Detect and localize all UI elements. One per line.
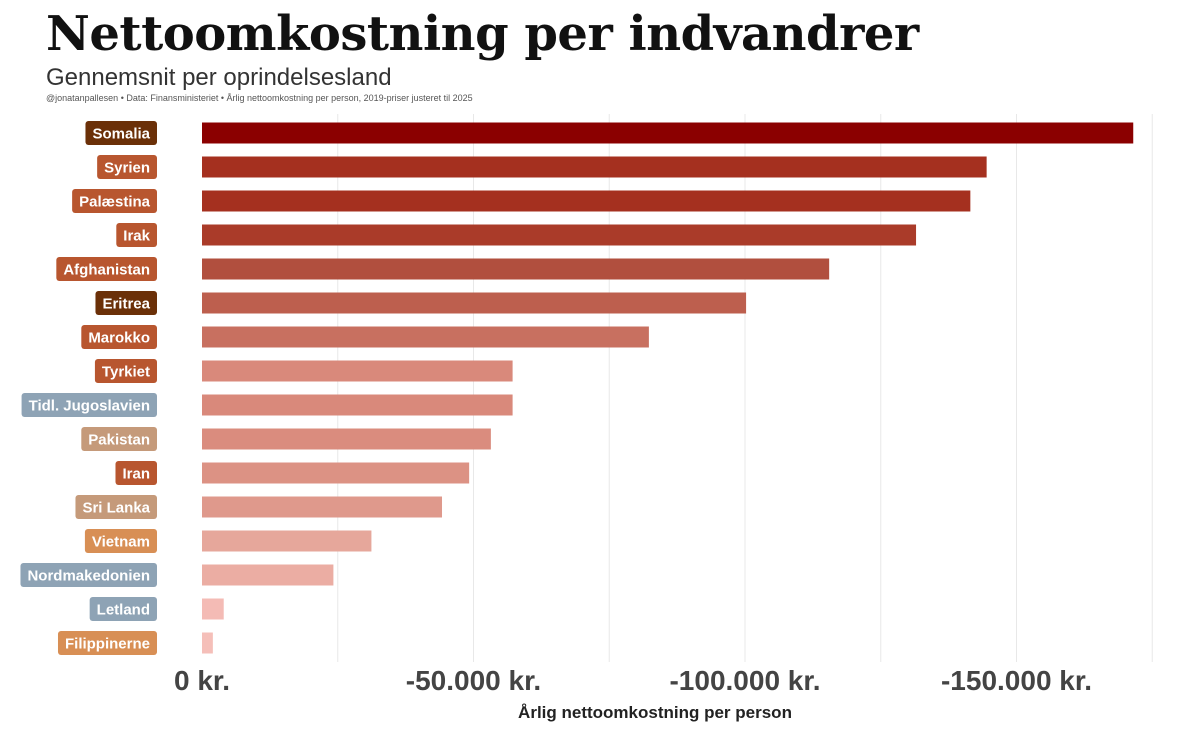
bar — [202, 564, 334, 586]
category-label: Filippinerne — [65, 636, 150, 653]
bar — [202, 394, 513, 416]
category-label-badge — [84, 529, 157, 553]
category-label: Iran — [122, 466, 150, 483]
chart-subtitle: Gennemsnit per oprindelsesland — [46, 64, 392, 91]
category-label-badge — [21, 393, 157, 417]
category-label: Letland — [97, 602, 150, 619]
bar — [202, 190, 971, 212]
category-label: Afghanistan — [63, 262, 150, 279]
category-label-badge — [20, 563, 157, 587]
bar — [202, 428, 491, 450]
category-label: Tyrkiet — [102, 364, 150, 381]
category-label-badge — [81, 325, 157, 349]
category-label: Tidl. Jugoslavien — [29, 398, 150, 415]
category-label-badge — [85, 121, 157, 145]
category-label-badge — [75, 495, 157, 519]
x-tick-labels: 0 kr. -50.000 kr. -100.000 kr. -150.000 kr. — [174, 665, 1092, 696]
category-label-badge — [56, 257, 157, 281]
category-label: Somalia — [92, 126, 150, 143]
category-label-badge — [72, 189, 157, 213]
category-labels: Somalia Syrien Palæstina Irak Afghanistan Eri… — [20, 121, 157, 655]
bars — [202, 122, 1134, 654]
bar — [202, 496, 443, 518]
x-axis-label: Årlig nettoomkostning per person — [518, 703, 792, 722]
category-label-badge — [115, 461, 157, 485]
bar — [202, 122, 1134, 144]
x-tick-label: -100.000 kr. — [669, 665, 820, 696]
chart-caption: @jonatanpallesen • Data: Finansministeri… — [46, 93, 473, 103]
category-label-badge — [97, 155, 157, 179]
category-label: Vietnam — [92, 534, 150, 551]
bar — [202, 462, 470, 484]
x-tick-label: -50.000 kr. — [406, 665, 541, 696]
bar — [202, 224, 917, 246]
category-label: Sri Lanka — [82, 500, 150, 517]
category-label: Palæstina — [79, 194, 151, 211]
bar — [202, 292, 747, 314]
category-label: Eritrea — [102, 296, 150, 313]
category-label: Marokko — [88, 330, 150, 347]
bar — [202, 632, 213, 654]
x-tick-label: 0 kr. — [174, 665, 230, 696]
bar — [202, 598, 224, 620]
category-label-badge — [95, 291, 157, 315]
bar — [202, 326, 649, 348]
category-label-badge — [81, 427, 157, 451]
category-label: Nordmakedonien — [27, 568, 150, 585]
bar — [202, 360, 513, 382]
x-tick-label: -150.000 kr. — [941, 665, 1092, 696]
category-label-badge — [94, 359, 157, 383]
category-label-badge — [116, 223, 157, 247]
category-label: Irak — [123, 228, 150, 245]
category-label-badge — [57, 631, 157, 655]
category-label: Pakistan — [88, 432, 150, 449]
category-label: Syrien — [104, 160, 150, 177]
bar — [202, 258, 830, 280]
category-label-badge — [89, 597, 157, 621]
bar — [202, 156, 987, 178]
bar — [202, 530, 372, 552]
chart-title: Nettoomkostning per indvandrer — [46, 6, 919, 62]
